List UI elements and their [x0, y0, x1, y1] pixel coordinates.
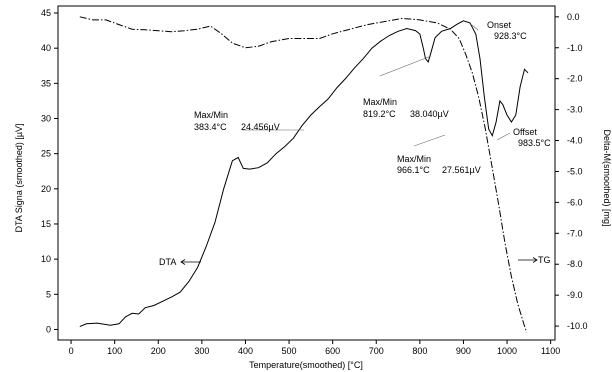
- peak1-temp: 383.4°C: [194, 122, 227, 132]
- y-left-tick-label: 35: [41, 78, 51, 88]
- y-left-tick-label: 10: [41, 254, 51, 264]
- y-left-tick-label: 40: [41, 43, 51, 53]
- tg-series-line: [79, 16, 528, 333]
- leader-peak2: [379, 55, 432, 77]
- plot-frame: [57, 5, 556, 341]
- tg-arrow: [518, 257, 538, 263]
- peak2-title: Max/Min: [363, 97, 397, 107]
- y-left-tick-label: 45: [41, 8, 51, 18]
- y-right-tick-label: -5.0: [567, 166, 583, 176]
- peak1-title: Max/Min: [194, 110, 228, 120]
- annotation-leaders: [242, 24, 511, 147]
- y-left-tick-label: 15: [41, 219, 51, 229]
- leader-onset: [471, 24, 479, 31]
- y-right-tick-label: -3.0: [567, 105, 583, 115]
- offset-temp: 983.5°C: [518, 138, 551, 148]
- peak3-title: Max/Min: [397, 154, 431, 164]
- y-axis-right-title: Delta-M(smoothed) [mg]: [602, 129, 612, 226]
- offset-title: Offset: [513, 127, 537, 137]
- y-right-tick-label: -4.0: [567, 136, 583, 146]
- dta-arrow: [180, 259, 201, 265]
- x-tick-label: 100: [107, 346, 122, 356]
- y-right-tick-label: -1.0: [567, 43, 583, 53]
- x-tick-label: 600: [325, 346, 340, 356]
- y-right-tick-label: -10.0: [567, 321, 588, 331]
- peak3-temp: 966.1°C: [397, 165, 430, 175]
- y-left-tick-label: 25: [41, 149, 51, 159]
- x-tick-label: 0: [69, 346, 74, 356]
- onset-title: Onset: [487, 20, 512, 30]
- axis-ticks: [54, 12, 559, 344]
- y-left-tick-label: 30: [41, 114, 51, 124]
- dta-series-line: [79, 20, 529, 328]
- y-right-tick-label: -9.0: [567, 290, 583, 300]
- y-right-tick-label: -6.0: [567, 197, 583, 207]
- leader-peak3: [413, 134, 446, 147]
- leader-offset: [496, 132, 511, 141]
- tg-label: TG: [538, 255, 551, 265]
- x-tick-label: 200: [151, 346, 166, 356]
- y-left-tick-label: 20: [41, 184, 51, 194]
- x-tick-label: 500: [282, 346, 297, 356]
- dta-label: DTA: [159, 257, 176, 267]
- y-right-tick-label: -7.0: [567, 228, 583, 238]
- x-tick-label: 400: [238, 346, 253, 356]
- y-left-tick-label: 0: [46, 324, 51, 334]
- y-right-tick-label: -8.0: [567, 259, 583, 269]
- x-tick-label: 800: [412, 346, 427, 356]
- x-tick-label: 1100: [541, 346, 560, 356]
- peak3-value: 27.561µV: [442, 165, 481, 175]
- x-axis-title: Temperature(smoothed) [°C]: [249, 360, 363, 370]
- axis-tick-labels: 0 100 200 300 400 500 600 700 800 900 1000 1100 0 5 10…: [41, 8, 588, 356]
- peak1-value: 24.456µV: [241, 122, 280, 132]
- y-right-tick-label: 0.0: [567, 12, 580, 22]
- y-axis-left-title: DTA Signa (smoothed) [µV]: [14, 123, 24, 232]
- x-tick-label: 700: [369, 346, 384, 356]
- x-tick-label: 1000: [497, 346, 517, 356]
- peak2-value: 38.040µV: [410, 109, 449, 119]
- x-tick-label: 300: [194, 346, 209, 356]
- y-right-tick-label: -2.0: [567, 74, 583, 84]
- onset-temp: 928.3°C: [494, 31, 527, 41]
- x-tick-label: 900: [456, 346, 471, 356]
- peak2-temp: 819.2°C: [363, 109, 396, 119]
- y-left-tick-label: 5: [46, 289, 51, 299]
